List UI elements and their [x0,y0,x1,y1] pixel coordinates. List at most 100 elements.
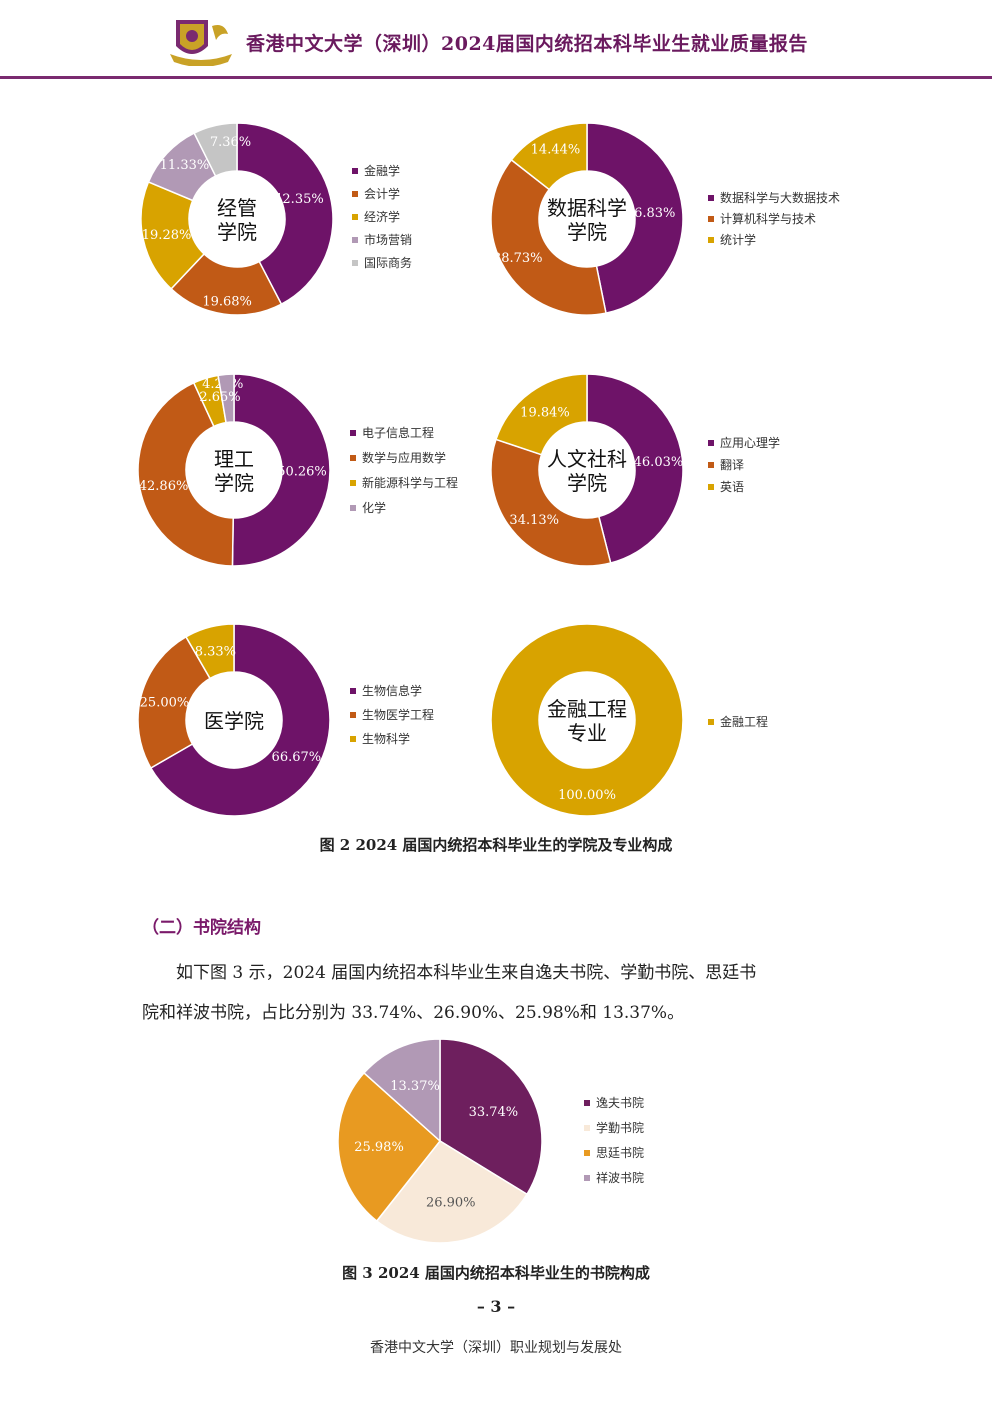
pie-slice [137,381,234,567]
pie-slice [236,122,334,306]
legend-label: 会计学 [364,186,400,201]
chart-center-title: 专业 [567,721,607,745]
page-footer: 香港中文大学（深圳）职业规划与发展处 [370,1340,622,1356]
data-label: 34.13% [509,513,559,528]
data-label: 19.84% [520,406,570,421]
pie-slice [137,635,212,770]
legend-label: 英语 [720,480,744,494]
data-label: 11.33% [160,158,210,173]
pie-slice [149,623,331,817]
data-label: 33.74% [469,1105,519,1120]
data-label: 46.83% [626,206,676,221]
data-label: 25.98% [354,1140,404,1155]
data-label: 66.67% [272,750,322,765]
legend-swatch [350,505,356,511]
legend-label: 新能源科学与工程 [362,475,458,490]
legend-label: 金融学 [364,163,400,178]
legend-label: 金融工程 [720,714,768,729]
data-label: 2.65% [199,390,240,405]
legend-swatch [350,712,356,718]
legend-swatch [708,440,714,446]
legend-label: 生物信息学 [362,683,422,698]
chart-center-title: 学院 [567,220,607,244]
legend-label: 数学与应用数学 [362,450,446,465]
legend-swatch [708,195,714,201]
university-crest-logo [170,20,232,66]
legend-swatch [350,455,356,461]
chart-center-title: 医学院 [204,709,264,733]
legend-label: 电子信息工程 [362,425,434,440]
legend-swatch [352,168,358,174]
pie-slice [184,623,235,680]
legend-label: 翻译 [720,458,744,472]
legend-label: 学勤书院 [596,1120,644,1135]
data-label: 8.33% [195,644,236,659]
legend-swatch [350,688,356,694]
pie-slice [490,623,684,817]
legend-label: 市场营销 [364,232,412,247]
legend-label: 数据科学与大数据技术 [720,190,840,205]
figure-2-caption: 图 2 2024 届国内统招本科毕业生的学院及专业构成 [319,836,673,854]
data-label: 26.90% [426,1195,476,1210]
chart-center-title: 人文社科 [547,447,627,471]
pie-slice [495,373,588,456]
chart-center-title: 金融工程 [547,697,627,721]
pie-slice [439,1038,543,1196]
legend-label: 经济学 [364,209,400,224]
data-label: 7.36% [210,135,251,150]
pie-slice [193,122,238,178]
pie-slice [337,1071,442,1223]
legend-swatch [352,260,358,266]
pie-slice [490,438,612,567]
legend-swatch [708,237,714,243]
pie-slice [362,1038,441,1143]
chart-center-title: 经管 [217,196,257,220]
legend-swatch [352,214,358,220]
chart-center-title: 理工 [214,447,254,471]
header-divider [0,76,992,79]
legend-label: 国际商务 [364,255,412,270]
pie-slice [586,373,684,564]
legend-label: 应用心理学 [720,435,780,450]
data-label: 19.68% [202,294,252,309]
pie-slice [231,373,331,567]
pie-slice [490,158,607,316]
chart-center-title: 学院 [214,471,254,495]
figure-3-caption: 图 3 2024 届国内统招本科毕业生的书院构成 [342,1264,650,1282]
legend-swatch [352,237,358,243]
legend-swatch [350,430,356,436]
legend-swatch [350,736,356,742]
header-title: 香港中文大学（深圳）2024届国内统招本科毕业生就业质量报告 [246,33,808,55]
chart-center-title: 学院 [217,220,257,244]
legend-swatch [708,484,714,490]
pie-slice [586,122,684,314]
legend-swatch [584,1150,590,1156]
data-label: 42.86% [139,479,189,494]
legend-label: 生物科学 [362,731,410,746]
legend-swatch [584,1175,590,1181]
page-number: – 3 – [476,1297,516,1316]
legend-swatch [708,719,714,725]
pie-slice [510,122,588,191]
legend-swatch [584,1125,590,1131]
pie-slice [375,1140,529,1244]
data-label: 25.00% [140,695,190,710]
legend-label: 计算机科学与技术 [720,211,816,226]
legend-label: 统计学 [720,232,756,247]
section-heading: （二）书院结构 [142,918,261,938]
data-label: 50.26% [277,465,327,480]
legend-label: 思廷书院 [596,1146,644,1160]
data-label: 13.37% [390,1079,440,1094]
chart-center-title: 学院 [567,471,607,495]
data-label: 14.44% [531,142,581,157]
chart-center-title: 数据科学 [547,196,627,220]
pie-slice [217,373,235,424]
legend-label: 逸夫书院 [596,1096,644,1110]
legend-swatch [708,216,714,222]
page-header: 香港中文大学（深圳）2024届国内统招本科毕业生就业质量报告 [0,0,992,80]
paragraph-line-2: 院和祥波书院，占比分别为 33.74%、26.90%、25.98%和 13.37… [142,1003,685,1023]
data-label: 42.35% [274,192,324,207]
data-label: 38.73% [493,251,543,266]
legend-label: 祥波书院 [596,1171,644,1185]
